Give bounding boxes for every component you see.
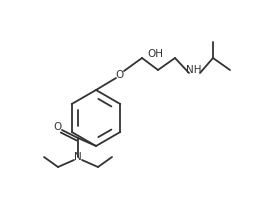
Text: NH: NH <box>186 65 202 75</box>
Text: O: O <box>54 122 62 132</box>
Text: N: N <box>74 152 82 162</box>
Text: O: O <box>116 70 124 80</box>
Text: OH: OH <box>147 49 163 59</box>
